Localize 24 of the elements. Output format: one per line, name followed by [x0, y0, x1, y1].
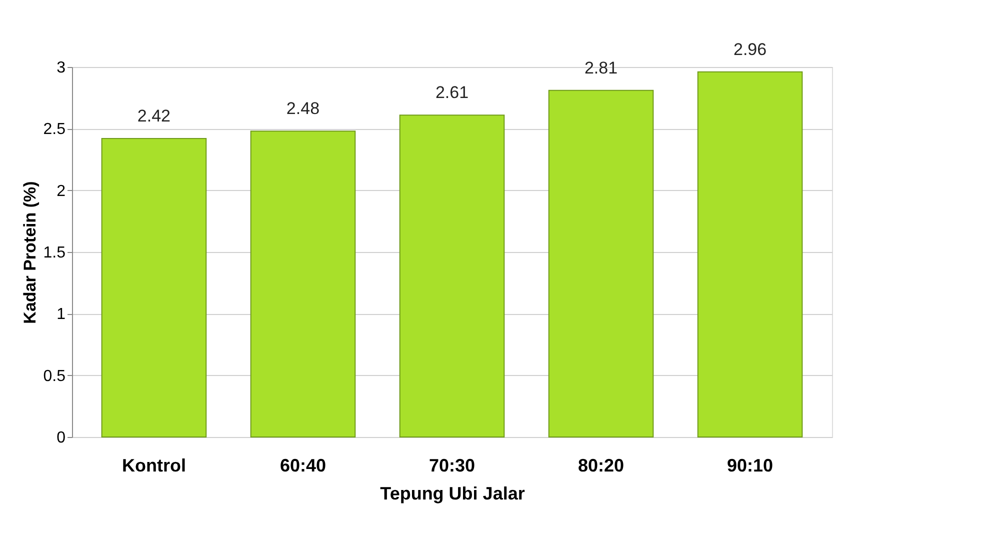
x-tick-label: 90:10	[727, 456, 774, 476]
bar	[399, 114, 505, 438]
y-tick-label: 1.5	[43, 244, 66, 262]
y-tick-label: 2.5	[43, 121, 66, 138]
data-label: 2.48	[286, 99, 320, 118]
bar	[250, 130, 356, 438]
bar	[101, 138, 207, 438]
y-tick-label: 1	[56, 306, 66, 324]
x-axis-title: Tepung Ubi Jalar	[380, 484, 525, 504]
y-tick-label: 3	[56, 60, 66, 76]
x-tick-label: Kontrol	[122, 456, 186, 476]
x-tick-label: 60:40	[280, 456, 326, 476]
y-tick-label: 0.5	[43, 368, 66, 385]
bar	[697, 71, 803, 438]
bar	[548, 90, 654, 438]
data-label: 2.81	[584, 58, 618, 78]
x-tick-label: 80:20	[578, 456, 624, 476]
data-label: 2.42	[137, 106, 171, 126]
data-label: 2.96	[733, 40, 767, 59]
y-tick-label: 2	[56, 182, 66, 200]
data-label: 2.61	[435, 83, 469, 102]
x-tick-label: 70:30	[428, 456, 476, 476]
y-tick-label: 0	[56, 430, 66, 446]
y-axis-title: Kadar Protein (%)	[20, 181, 40, 324]
